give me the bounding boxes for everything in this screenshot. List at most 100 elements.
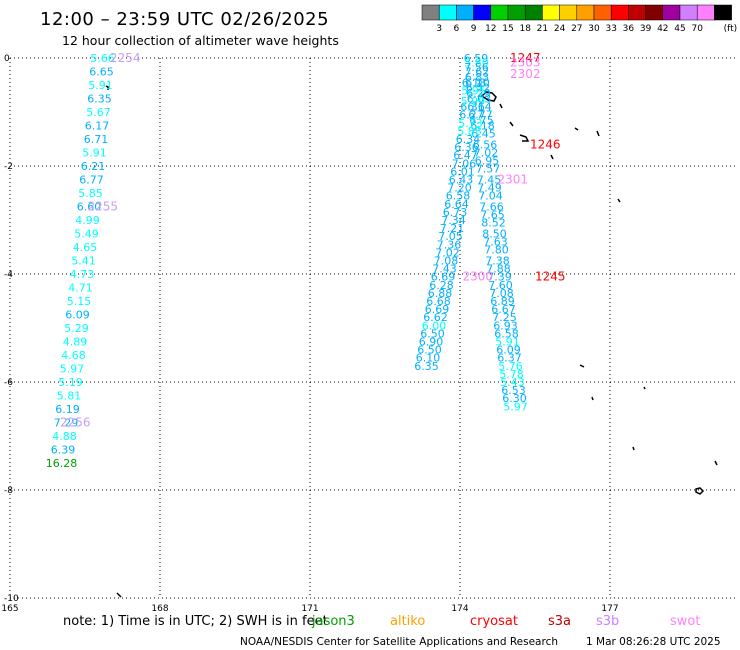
wave-height-label: 6.64 xyxy=(444,198,469,211)
wave-height-label: 7.57 xyxy=(476,163,501,176)
wave-height-label: 6.89 xyxy=(490,295,515,308)
wave-height-label: 6.52 xyxy=(466,82,491,95)
wave-height-label: 16.28 xyxy=(46,457,78,470)
y-tick-label: -10 xyxy=(4,594,19,604)
colorbar-tick-label: 36 xyxy=(623,24,635,34)
wave-height-label: 7.02 xyxy=(435,246,460,259)
wave-height-label: 6.43 xyxy=(449,174,474,187)
colorbar-swatch xyxy=(542,4,560,21)
pass-time-label: 1246 xyxy=(530,137,561,151)
x-tick-label: 165 xyxy=(1,604,18,614)
wave-height-label: 6.90 xyxy=(419,336,444,349)
wave-height-label: 5.91 xyxy=(82,147,107,160)
wave-height-label: 6.29 xyxy=(466,87,491,100)
wave-height-label: 5.91 xyxy=(88,79,113,92)
timestamp: 1 Mar 08:26:28 UTC 2025 xyxy=(586,636,721,648)
page-title: 12:00 – 23:59 UTC 02/26/2025 xyxy=(40,9,329,30)
island-shape xyxy=(695,487,705,495)
wave-height-label: 6.10 xyxy=(465,76,490,89)
wave-height-label: 7.36 xyxy=(437,238,462,251)
wave-height-label: 6.28 xyxy=(429,279,454,292)
wave-height-label: 6.03 xyxy=(467,93,492,106)
wave-height-label: 5.43 xyxy=(500,376,525,389)
colorbar-tick-label: 39 xyxy=(640,24,652,34)
island-shape xyxy=(499,103,503,109)
wave-height-label: 5.73 xyxy=(458,117,483,130)
plot-area: 5.666.655.916.355.676.176.715.916.216.77… xyxy=(1,51,735,614)
wave-height-label: 8.50 xyxy=(482,228,507,241)
wave-height-label: 8.52 xyxy=(481,217,506,230)
mission-legend-item: s3a xyxy=(548,614,571,629)
wave-height-label: 6.01 xyxy=(450,165,475,178)
wave-height-label: 6.93 xyxy=(493,319,518,332)
colorbar-tick-label: 15 xyxy=(502,24,513,34)
wave-height-label: 6.36 xyxy=(460,101,485,114)
island-shape xyxy=(591,396,594,401)
pass-time-label: 2256 xyxy=(60,416,91,430)
wave-height-label: 7.08 xyxy=(434,255,459,268)
mission-legend-item: swot xyxy=(670,614,700,629)
wave-height-label: 5.41 xyxy=(71,255,96,268)
wave-height-label: 5.91 xyxy=(495,336,520,349)
island-shape xyxy=(714,460,718,466)
wave-height-label: 7.39 xyxy=(487,271,512,284)
wave-height-label: 6.17 xyxy=(85,120,110,133)
wave-height-label: 6.95 xyxy=(475,155,500,168)
data-labels: 5.666.655.916.355.676.176.715.916.216.77… xyxy=(46,52,528,470)
colorbar-swatch xyxy=(696,4,715,21)
wave-height-label: 6.35 xyxy=(414,360,439,373)
wave-height-label: 6.56 xyxy=(473,138,498,151)
y-tick-label: 0 xyxy=(4,54,10,64)
island-shape xyxy=(105,85,109,90)
pass-time-label: 1245 xyxy=(535,270,566,284)
colorbar-swatch xyxy=(421,4,440,21)
island-shape xyxy=(617,198,621,203)
wave-height-label: 6.75 xyxy=(469,114,494,127)
colorbar-tick-label: 12 xyxy=(485,24,496,34)
wave-height-label: 5.15 xyxy=(67,295,92,308)
x-tick-label: 177 xyxy=(601,604,618,614)
x-tick-label: 171 xyxy=(301,604,318,614)
colorbar-swatch xyxy=(490,4,509,21)
wave-height-label: 5.29 xyxy=(64,322,89,335)
wave-height-label: 6.09 xyxy=(496,344,521,357)
colorbar-tick-label: 45 xyxy=(674,24,685,34)
wave-height-label: 6.73 xyxy=(443,206,468,219)
colorbar-swatch xyxy=(576,4,595,21)
wave-height-label: 5.97 xyxy=(60,363,85,376)
wave-height-label: 6.71 xyxy=(84,133,109,146)
wave-height-label: 6.68 xyxy=(426,295,451,308)
wave-height-label: 5.88 xyxy=(457,125,482,138)
colorbar-swatch xyxy=(559,4,578,21)
colorbar-tick-label: 3 xyxy=(436,24,442,34)
wave-height-label: 4.65 xyxy=(73,241,98,254)
wave-height-label: 7.06 xyxy=(452,157,477,170)
wave-height-label: 7.08 xyxy=(489,287,514,300)
mission-legend-item: cryosat xyxy=(470,614,518,629)
wave-height-label: 4.89 xyxy=(63,336,88,349)
colorbar-swatch xyxy=(610,4,629,21)
wave-height-label: 7.56 xyxy=(464,61,489,74)
colorbar-tick-label: 33 xyxy=(605,24,616,34)
wave-height-label: 5.95 xyxy=(461,84,486,97)
wave-height-label: 6.50 xyxy=(420,327,445,340)
wave-height-label: 6.30 xyxy=(502,392,527,405)
wave-height-label: 6.37 xyxy=(497,352,522,365)
pass-time-label: 2255 xyxy=(88,200,119,214)
wave-height-label: 5.78 xyxy=(499,368,524,381)
wave-height-label: 6.58 xyxy=(446,190,471,203)
colorbar-swatch xyxy=(524,4,543,21)
wave-height-label: 6.27 xyxy=(459,109,484,122)
wave-height-label: 7.21 xyxy=(440,222,465,235)
mission-legend-item: altiko xyxy=(390,614,425,629)
wave-height-label: 5.81 xyxy=(57,390,82,403)
wave-height-label: 7.43 xyxy=(432,263,457,276)
axis-ticks: 165 168 171 174 177 0 -2 -4 -6 -8 -10 xyxy=(1,54,618,614)
colorbar-swatch xyxy=(438,4,457,21)
wave-height-label: 7.38 xyxy=(485,255,510,268)
wave-height-label: 6.47 xyxy=(453,149,478,162)
wave-height-label: 6.59 xyxy=(464,52,489,65)
wave-height-label: 6.77 xyxy=(468,109,493,122)
wave-height-label: 7.49 xyxy=(477,182,502,195)
